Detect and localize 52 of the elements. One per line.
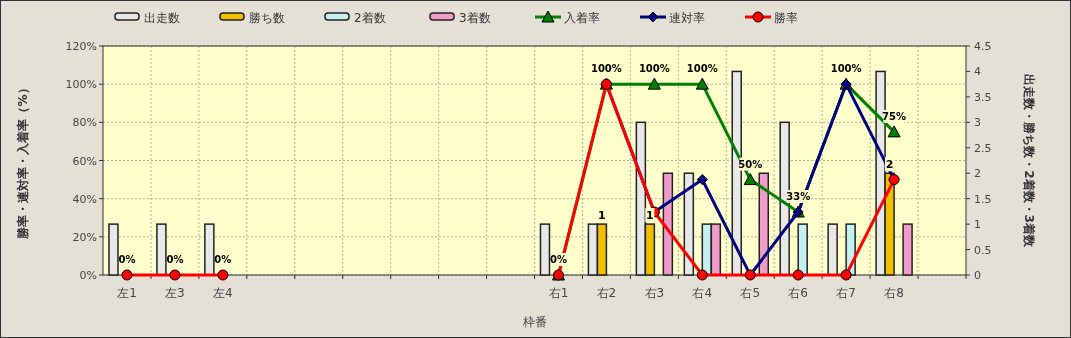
x-tick-label: 右2 <box>596 286 617 300</box>
data-label: 100% <box>830 63 862 75</box>
y2-tick-label: 3 <box>974 116 981 130</box>
legend-label: 勝ち数 <box>249 11 285 25</box>
y-tick-label: 60% <box>72 154 97 168</box>
y-tick-label: 20% <box>72 230 97 244</box>
data-label: 0% <box>166 254 184 265</box>
data-label: 100% <box>590 63 622 75</box>
x-tick-label: 右1 <box>548 286 569 300</box>
x-tick-label: 右3 <box>644 286 665 300</box>
y2-tick-label: 0.5 <box>974 243 992 257</box>
legend-label: 連対率 <box>669 11 705 25</box>
y-tick-label: 120% <box>65 40 97 53</box>
y2-tick-label: 3.5 <box>974 90 992 104</box>
data-label: 0% <box>214 254 232 265</box>
y2-tick-label: 2.5 <box>974 141 992 155</box>
y2-tick-label: 0 <box>974 269 981 282</box>
x-tick-label: 右4 <box>692 286 713 300</box>
x-axis-title: 枠番 <box>521 315 547 329</box>
y-tick-label: 0% <box>79 269 97 282</box>
y2-tick-label: 4 <box>974 65 981 79</box>
y2-tick-label: 1 <box>974 218 981 232</box>
y2-tick-label: 2 <box>974 167 981 181</box>
legend-label: 出走数 <box>144 11 180 25</box>
legend-label: 3着数 <box>459 11 491 25</box>
y-axis-title: 勝率・連対率・入着率（%） <box>16 82 30 240</box>
x-tick-label: 左1 <box>117 286 137 300</box>
data-label: 0% <box>118 254 136 265</box>
data-label: 50% <box>738 158 763 170</box>
legend-label: 入着率 <box>564 11 600 25</box>
data-label: 2 <box>885 158 894 172</box>
x-tick-label: 右6 <box>788 286 809 300</box>
data-label: 100% <box>686 63 718 75</box>
y2-axis-title: 出走数・勝ち数・2着数・3着数 <box>1022 74 1036 248</box>
y-tick-label: 100% <box>65 78 97 92</box>
data-label: 75% <box>882 110 907 122</box>
legend-label: 勝率 <box>774 11 798 25</box>
data-label: 1 <box>646 209 654 223</box>
data-label: 1 <box>598 209 606 223</box>
y2-tick-label: 1.5 <box>974 192 992 206</box>
x-tick-label: 左3 <box>165 286 185 300</box>
x-tick-label: 左4 <box>213 286 233 300</box>
x-tick-label: 右5 <box>740 286 761 300</box>
x-tick-label: 右8 <box>884 286 904 300</box>
data-label: 100% <box>638 63 670 75</box>
y-tick-label: 80% <box>72 116 97 130</box>
x-tick-label: 右7 <box>836 286 856 300</box>
data-label: 33% <box>786 191 811 203</box>
data-label: 0% <box>549 254 567 265</box>
y-tick-label: 40% <box>72 192 97 206</box>
legend-label: 2着数 <box>354 11 386 25</box>
y2-tick-label: 4.5 <box>974 40 992 53</box>
